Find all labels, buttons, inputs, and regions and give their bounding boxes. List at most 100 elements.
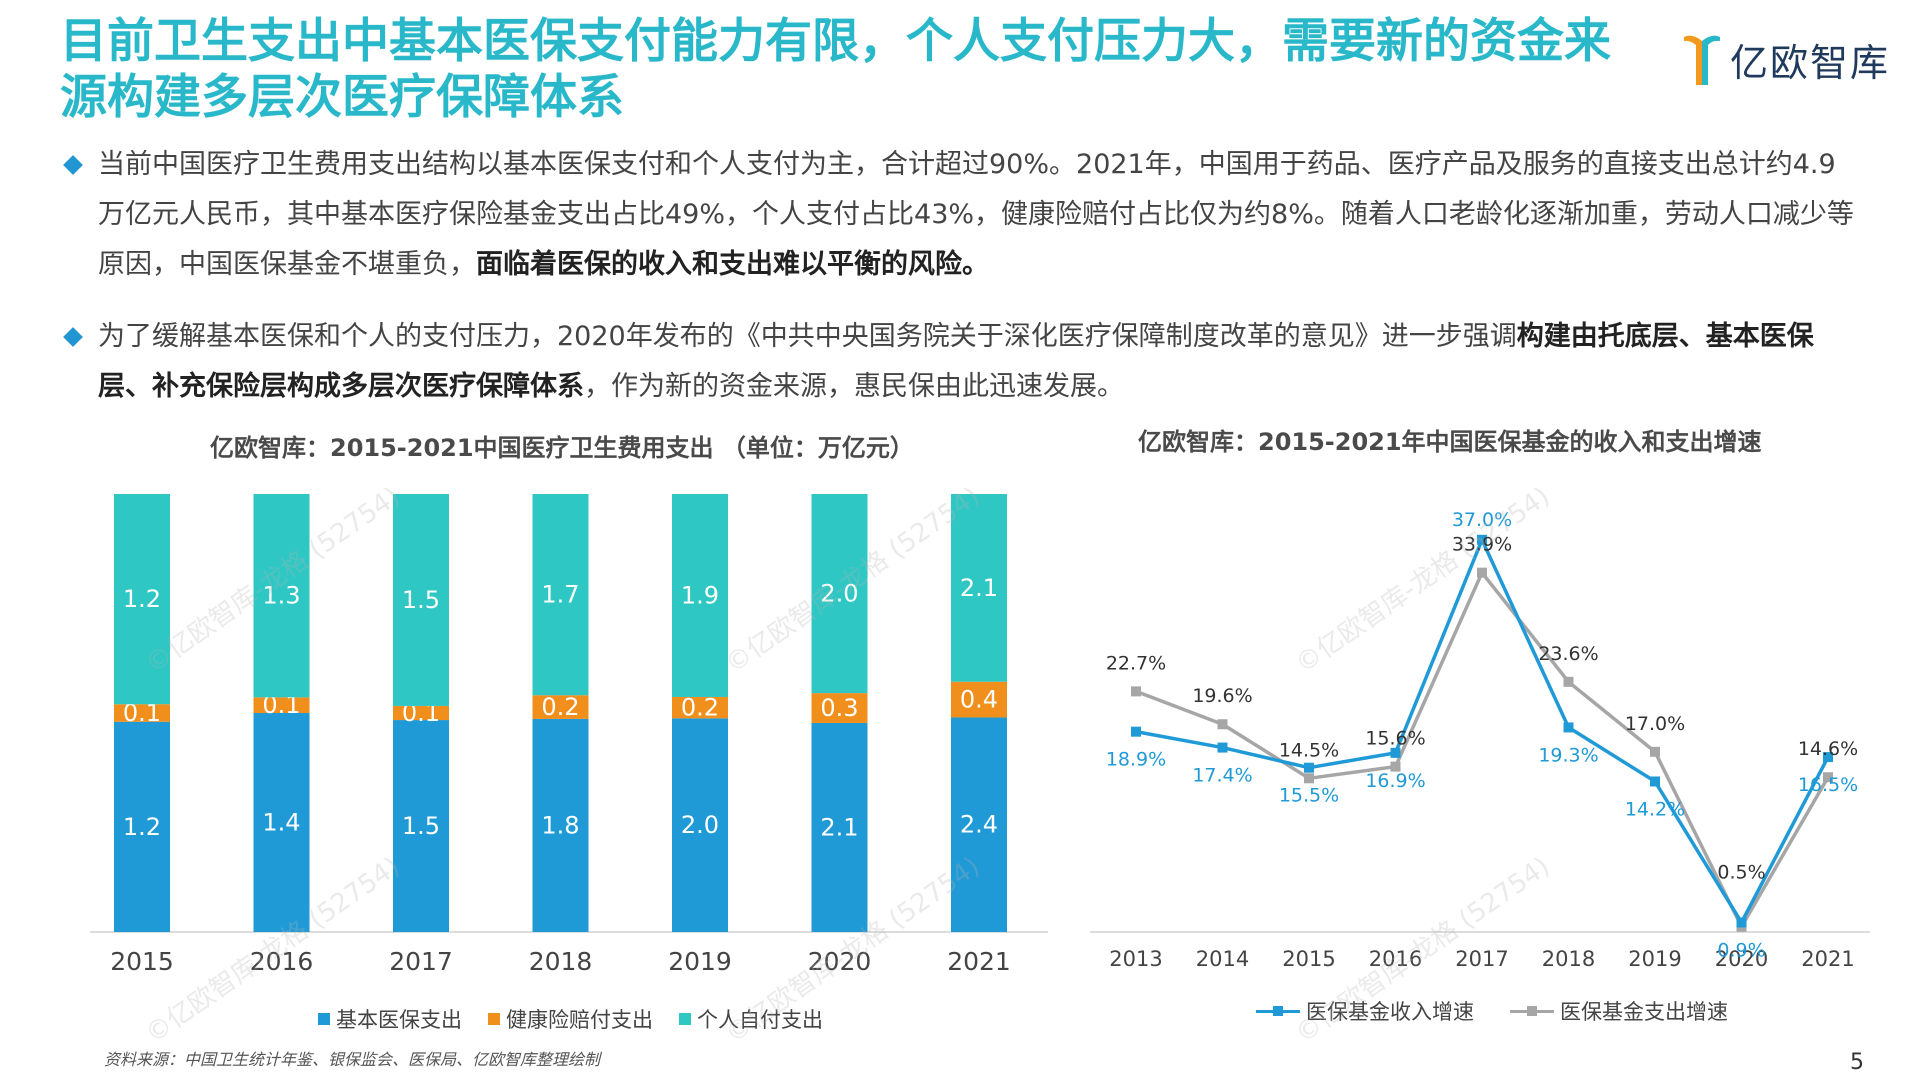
line-marker [1823, 772, 1833, 783]
bar-value-label: 2.1 [820, 813, 858, 841]
data-label: 16.9% [1365, 770, 1425, 792]
line-marker [1650, 746, 1660, 757]
legend-item-income: 医保基金收入增速 [1256, 996, 1474, 1026]
bar-value-label: 2.4 [960, 811, 998, 839]
legend-swatch [488, 1013, 500, 1025]
x-tick-label: 2021 [1801, 947, 1854, 971]
bar-segment [811, 722, 868, 932]
bar-value-label: 1.3 [262, 582, 300, 610]
bar-chart-title: 亿欧智库：2015-2021中国医疗卫生费用支出 （单位：万亿元） [210, 434, 914, 462]
bar-value-label: 0.4 [960, 686, 998, 714]
diamond-bullet-icon [63, 327, 83, 347]
data-label: 15.6% [1365, 728, 1425, 750]
x-tick-label: 2017 [389, 947, 453, 976]
x-tick-label: 2014 [1196, 947, 1249, 971]
bar-value-label: 0.2 [541, 693, 579, 721]
bar-segment [532, 718, 589, 932]
bar-segment [672, 494, 728, 697]
line-marker [1390, 761, 1401, 772]
x-tick-label: 2015 [110, 947, 174, 976]
bar-value-label: 0.2 [681, 694, 719, 722]
bullet-item: 当前中国医疗卫生费用支出结构以基本医保支付和个人支付为主，合计超过90%。202… [62, 140, 1862, 290]
line-marker [1131, 686, 1141, 697]
line-marker [1131, 726, 1141, 737]
bar-segment [253, 697, 310, 713]
bar-segment [811, 494, 868, 694]
legend-label: 医保基金收入增速 [1306, 1000, 1474, 1024]
x-tick-label: 2017 [1455, 947, 1508, 971]
data-label: 14.2% [1625, 798, 1685, 820]
line-chart-title: 亿欧智库：2015-2021年中国医保基金的收入和支出增速 [1138, 428, 1762, 456]
legend-item-insurance: 健康险赔付支出 [488, 1004, 653, 1034]
bar-segment [114, 721, 170, 932]
line-marker [1477, 534, 1487, 545]
line-marker [1563, 722, 1574, 733]
x-tick-label: 2020 [808, 947, 872, 976]
legend-label: 医保基金支出增速 [1560, 1000, 1728, 1024]
bullet-bold-text: 构建由托底层、基本医保层、补充保险层构成多层次医疗保障体系 [98, 321, 1814, 402]
bar-value-label: 1.8 [541, 811, 579, 839]
bullet-list: 当前中国医疗卫生费用支出结构以基本医保支付和个人支付为主，合计超过90%。202… [62, 140, 1862, 434]
data-label: 22.7% [1106, 652, 1166, 674]
page-number: 5 [1850, 1050, 1864, 1075]
data-label: 16.5% [1798, 774, 1858, 796]
line-marker [1304, 762, 1314, 773]
x-tick-label: 2020 [1715, 947, 1768, 971]
source-note: 资料来源：中国卫生统计年鉴、银保监会、医保局、亿欧智库整理绘制 [104, 1050, 601, 1069]
data-label: 18.9% [1106, 749, 1166, 771]
stacked-bar-chart: 1.20.11.220151.40.11.320161.50.11.520171… [90, 494, 1048, 976]
bar-value-label: 1.2 [123, 813, 161, 841]
bar-segment [253, 713, 310, 932]
bar-segment [253, 494, 310, 698]
diamond-bullet-icon [63, 155, 83, 175]
legend-line-swatch [1256, 1005, 1300, 1016]
bullet-text: 当前中国医疗卫生费用支出结构以基本医保支付和个人支付为主，合计超过90%。202… [98, 149, 1854, 280]
data-label: 33.9% [1452, 534, 1512, 556]
x-tick-label: 2015 [1282, 947, 1335, 971]
data-label: 19.3% [1538, 744, 1598, 766]
line-marker [1304, 773, 1314, 784]
data-label: 17.4% [1192, 765, 1252, 787]
legend-item-expense: 医保基金支出增速 [1510, 996, 1728, 1026]
data-label: 15.5% [1279, 785, 1339, 807]
bar-segment [393, 494, 449, 706]
data-label: 19.6% [1192, 685, 1252, 707]
bar-segment [393, 720, 449, 932]
data-label: 14.6% [1798, 738, 1858, 760]
data-label: 14.5% [1279, 739, 1339, 761]
line-marker [1650, 776, 1660, 787]
legend-label: 健康险赔付支出 [506, 1008, 653, 1032]
legend-swatch [679, 1013, 691, 1025]
x-tick-label: 2021 [947, 947, 1011, 976]
x-tick-label: 2019 [1628, 947, 1681, 971]
x-tick-label: 2019 [668, 947, 732, 976]
line-marker [1736, 917, 1747, 928]
bar-value-label: 1.4 [262, 809, 300, 837]
bar-segment [532, 695, 589, 719]
bar-value-label: 1.7 [541, 581, 579, 609]
bar-value-label: 0.3 [820, 694, 858, 722]
bar-segment [672, 718, 728, 932]
bar-value-label: 1.9 [681, 581, 719, 609]
legend-swatch [318, 1013, 330, 1025]
line-chart: 2013 2014 2015 2016 2017 2018 2019 2020 2021 18.9… [1090, 509, 1870, 971]
x-tick-label: 2018 [529, 947, 593, 976]
bar-value-label: 2.0 [820, 580, 858, 608]
line-marker [1477, 567, 1487, 578]
bar-value-label: 1.5 [402, 812, 440, 840]
bar-chart-legend: 基本医保支出 健康险赔付支出 个人自付支出 [318, 1004, 849, 1034]
line-marker [1217, 742, 1228, 753]
bullet-text: 为了缓解基本医保和个人的支付压力，2020年发布的《中共中央国务院关于深化医疗保… [98, 321, 1517, 352]
legend-item-personal: 个人自付支出 [679, 1004, 823, 1034]
line-marker [1823, 752, 1833, 763]
logo-icon [1684, 35, 1720, 85]
legend-label: 基本医保支出 [336, 1008, 462, 1032]
bar-value-label: 2.0 [681, 811, 719, 839]
data-label: 0.9% [1717, 939, 1765, 961]
bullet-item: 为了缓解基本医保和个人的支付压力，2020年发布的《中共中央国务院关于深化医疗保… [62, 312, 1862, 412]
x-tick-label: 2016 [1369, 947, 1422, 971]
line-marker [1390, 747, 1401, 758]
line-marker [1217, 719, 1228, 730]
bar-segment [951, 494, 1007, 682]
bar-segment [393, 705, 449, 721]
